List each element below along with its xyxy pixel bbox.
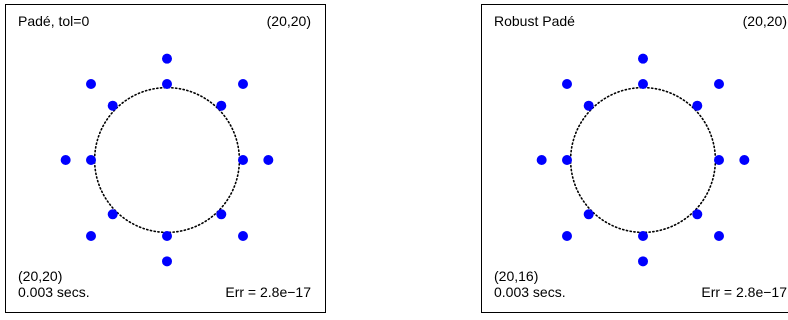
scatter-point [714,79,724,89]
scatter-point [216,209,227,220]
time-label: 0.003 secs. [18,284,90,300]
scatter-point [583,209,594,220]
scatter-point [638,256,648,267]
degree-label: (20,20) [742,13,787,29]
scatter-point [238,155,248,165]
scatter-point [638,53,648,64]
scatter-point [739,155,750,165]
scatter-point [692,100,703,111]
scatter-point [86,231,96,241]
scatter-point [162,256,172,267]
scatter-point [107,100,118,111]
unit-circle [93,86,241,234]
unit-circle [569,86,717,234]
scatter-point [536,155,547,165]
scatter-point [238,79,248,89]
computed-degree-label: (20,20) [18,268,63,284]
chart-title: Padé, tol=0 [18,13,90,29]
scatter-point [638,231,648,241]
scatter-point [107,209,118,220]
scatter-point [162,53,172,64]
error-label: Err = 2.8e−17 [225,284,311,300]
time-label: 0.003 secs. [494,284,566,300]
scatter-point [562,155,572,165]
scatter-point [714,231,724,241]
scatter-point [692,209,703,220]
scatter-point [162,79,172,89]
scatter-point [86,155,96,165]
scatter-point [162,231,172,241]
scatter-point [238,231,248,241]
scatter-plot-left [60,53,274,267]
scatter-point [714,155,724,165]
scatter-point [562,231,572,241]
scatter-point [263,155,274,165]
computed-degree-label: (20,16) [494,268,539,284]
degree-label: (20,20) [266,13,311,29]
scatter-point [562,79,572,89]
chart-panel-left: Padé, tol=0 (20,20) (20,20) 0.003 secs. … [5,4,326,313]
scatter-plot-right [536,53,750,267]
scatter-point [638,79,648,89]
scatter-point [86,79,96,89]
scatter-point [583,100,594,111]
chart-panel-right: Robust Padé (20,20) (20,16) 0.003 secs. … [481,4,788,313]
chart-title: Robust Padé [494,13,575,29]
scatter-point [60,155,71,165]
error-label: Err = 2.8e−17 [701,284,787,300]
scatter-point [216,100,227,111]
